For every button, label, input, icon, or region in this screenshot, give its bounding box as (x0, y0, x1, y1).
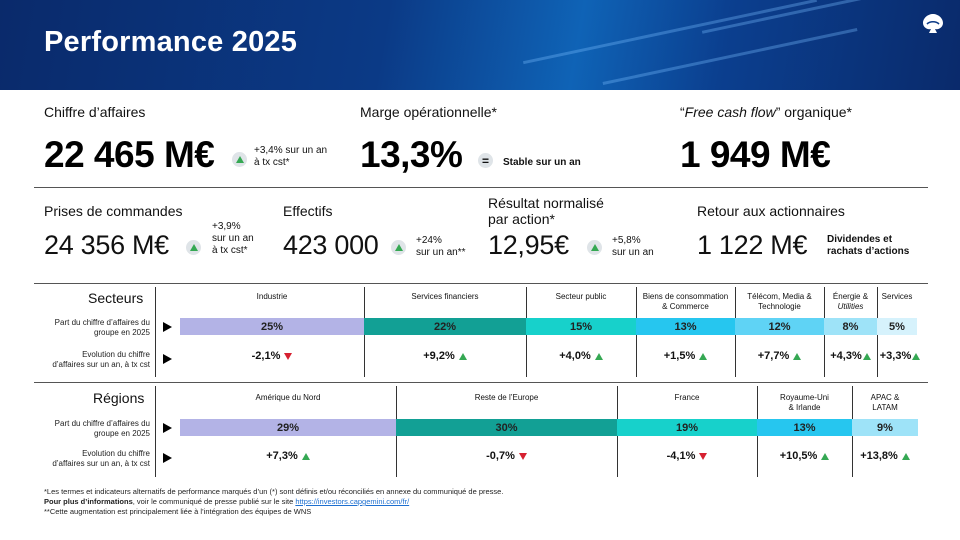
row-label-share: Part du chiffre d’affaires du groupe en 2… (54, 419, 150, 438)
column-divider (155, 386, 156, 477)
region-head-france: France (674, 393, 700, 402)
sector-head-industrie: Industrie (256, 292, 288, 301)
kpi-label-revenue: Chiffre d’affaires (44, 104, 146, 120)
sector-share-bar: 8% (824, 318, 877, 335)
play-arrow-icon (163, 322, 172, 332)
kpi-value-headcount: 423 000 (283, 230, 379, 260)
play-arrow-icon (163, 354, 172, 364)
kpi-note-orders: +3,9% sur un an à tx cst* (212, 221, 254, 256)
region-growth: +13,8% (852, 450, 918, 462)
kpi-value-orders: 24 356 M€ (44, 230, 169, 260)
row-label-share: Part du chiffre d’affaires du groupe en 2… (54, 318, 150, 337)
kpi-note-margin: Stable sur un an (503, 157, 581, 168)
region-growth: +10,5% (757, 450, 852, 462)
sector-head-telecom: Télécom, Media & Technologie (747, 292, 812, 311)
region-growth: -4,1% (617, 450, 757, 462)
divider (34, 283, 928, 284)
regions-title: Régions (93, 390, 145, 406)
sector-head-energie: Énergie & Utilities (832, 292, 869, 311)
trend-up-icon (594, 352, 603, 360)
region-head-royaume-uni: Royaume-Uni & Irlande (780, 393, 829, 412)
region-growth: -0,7% (396, 450, 617, 462)
footnote-more-info: Pour plus d’informations, voir le commun… (44, 497, 410, 506)
sector-head-secteur-public: Secteur public (555, 292, 607, 301)
trend-up-icon (901, 452, 910, 460)
sector-head-services: Services (881, 292, 913, 301)
play-arrow-icon (163, 453, 172, 463)
sector-share-bar: 5% (877, 318, 917, 335)
kpi-label-eps: Résultat normalisé par action* (488, 195, 604, 227)
region-head-amerique-nord: Amérique du Nord (255, 393, 321, 402)
footnote-definitions: *Les termes et indicateurs alternatifs d… (44, 487, 504, 496)
kpi-label-shareholder-return: Retour aux actionnaires (697, 203, 845, 219)
sector-growth: +4,0% (526, 350, 636, 362)
sector-share-bar: 13% (636, 318, 735, 335)
sector-growth: +3,3% (877, 350, 923, 362)
sector-head-biens-consommation: Biens de consommation & Commerce (642, 292, 729, 311)
sector-share-bar: 25% (180, 318, 364, 335)
trend-up-icon (793, 352, 802, 360)
region-share-bar: 19% (617, 419, 757, 436)
trend-up-icon (587, 240, 602, 255)
region-share-bar: 29% (180, 419, 396, 436)
column-divider (155, 287, 156, 377)
kpi-value-fcf: 1 949 M€ (680, 134, 831, 175)
kpi-value-shareholder-return: 1 122 M€ (697, 230, 808, 260)
trend-up-icon (232, 152, 247, 167)
trend-up-icon (186, 240, 201, 255)
kpi-note-shareholder-return: Dividendes et rachats d’actions (827, 234, 910, 257)
kpi-label-headcount: Effectifs (283, 203, 333, 219)
decorative-streak (522, 0, 818, 65)
sector-growth: +9,2% (364, 350, 526, 362)
kpi-note-eps: +5,8% sur un an (612, 235, 654, 258)
trend-up-icon (862, 352, 871, 360)
stable-equal-icon: = (478, 153, 493, 168)
trend-down-icon (699, 452, 708, 460)
sector-growth: +7,7% (735, 350, 824, 362)
trend-up-icon (391, 240, 406, 255)
kpi-value-revenue: 22 465 M€ (44, 134, 215, 175)
divider (34, 187, 928, 188)
kpi-note-headcount: +24% sur un an** (416, 235, 466, 258)
region-share-bar: 13% (757, 419, 852, 436)
sectors-title: Secteurs (88, 290, 144, 306)
sector-growth: +4,3% (824, 350, 877, 362)
region-head-apac-latam: APAC & LATAM (870, 393, 900, 412)
trend-up-icon (301, 452, 310, 460)
trend-up-icon (458, 352, 467, 360)
region-share-bar: 30% (396, 419, 617, 436)
trend-up-icon (699, 352, 708, 360)
play-arrow-icon (163, 423, 172, 433)
trend-up-icon (912, 352, 921, 360)
trend-down-icon (518, 452, 527, 460)
sector-share-bar: 12% (735, 318, 824, 335)
kpi-value-margin: 13,3% (360, 134, 463, 175)
region-share-bar: 9% (852, 419, 918, 436)
header-banner: Performance 2025 (0, 0, 960, 90)
sector-growth: +1,5% (636, 350, 735, 362)
spade-logo-icon (923, 14, 943, 33)
kpi-value-eps: 12,95€ (488, 230, 569, 260)
footnote-wns: **Cette augmentation est principalement … (44, 507, 312, 516)
row-label-growth: Evolution du chiffre d’affaires sur un an… (52, 350, 150, 369)
region-head-reste-europe: Reste de l’Europe (474, 393, 539, 402)
page-title: Performance 2025 (44, 26, 298, 58)
kpi-label-fcf: “Free cash flow” organique* (680, 104, 852, 120)
kpi-label-margin: Marge opérationnelle* (360, 104, 497, 120)
trend-down-icon (284, 352, 293, 360)
investors-link[interactable]: https://investors.capgemini.com/fr/ (295, 497, 410, 506)
kpi-label-orders: Prises de commandes (44, 203, 183, 219)
region-growth: +7,3% (180, 450, 396, 462)
row-label-growth: Evolution du chiffre d’affaires sur un an… (52, 449, 150, 468)
trend-up-icon (821, 452, 830, 460)
divider (34, 382, 928, 383)
kpi-note-revenue: +3,4% sur un an à tx cst* (254, 145, 328, 168)
sector-share-bar: 15% (526, 318, 636, 335)
sector-head-services-financiers: Services financiers (411, 292, 479, 301)
sector-share-bar: 22% (364, 318, 526, 335)
sector-growth: -2,1% (180, 350, 364, 362)
